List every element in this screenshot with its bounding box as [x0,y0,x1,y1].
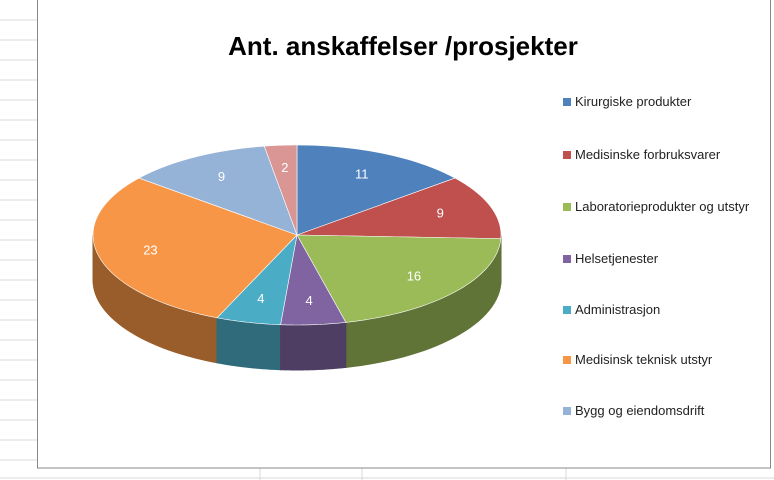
legend: Kirurgiske produkter Medisinske forbruksv… [563,0,763,470]
pie-slice [296,234,502,323]
legend-swatch [563,255,571,263]
legend-label: Medisinske forbruksvarer [575,147,721,162]
pie-slice [263,144,298,236]
pie: 11 9 16 4 4 23 9 2 [92,144,502,371]
legend-item: Helsetjenester [563,250,758,268]
data-label: 11 [355,166,369,181]
pie-slice [138,145,298,236]
legend-swatch [563,407,571,415]
pie-slice [296,177,502,239]
legend-label: Bygg og eiendomsdrift [575,403,705,418]
data-label: 2 [281,160,288,175]
data-label: 4 [257,291,264,306]
pie-slice [280,234,347,326]
legend-label: Kirurgiske produkter [575,94,692,109]
pie-slice [216,234,298,326]
pie-slice [296,144,456,236]
legend-label: Helsetjenester [575,251,659,266]
pie-side [280,321,347,371]
data-label: 23 [143,242,157,257]
legend-swatch [563,98,571,106]
legend-swatch [563,203,571,211]
legend-swatch [563,151,571,159]
legend-item: Medisinsk teknisk utstyr [563,351,758,369]
chart-title: Ant. anskaffelser /prosjekter [228,31,578,61]
legend-swatch [563,356,571,364]
data-label: 9 [218,169,225,184]
data-label: 9 [437,205,444,220]
legend-item: Laboratorieprodukter og utstyr [563,198,758,216]
pie-slice [92,177,298,319]
data-label: 16 [407,269,421,284]
pie-side [216,317,282,371]
legend-item: Bygg og eiendomsdrift [563,402,758,420]
legend-label: Laboratorieprodukter og utstyr [575,199,750,214]
legend-label: Medisinsk teknisk utstyr [575,352,713,367]
data-label: 4 [306,293,313,308]
legend-item: Kirurgiske produkter [563,93,758,111]
legend-item: Medisinske forbruksvarer [563,146,758,164]
legend-swatch [563,306,571,314]
legend-label: Administrasjon [575,302,661,317]
legend-item: Administrasjon [563,301,758,319]
sheet-grid [0,19,774,480]
